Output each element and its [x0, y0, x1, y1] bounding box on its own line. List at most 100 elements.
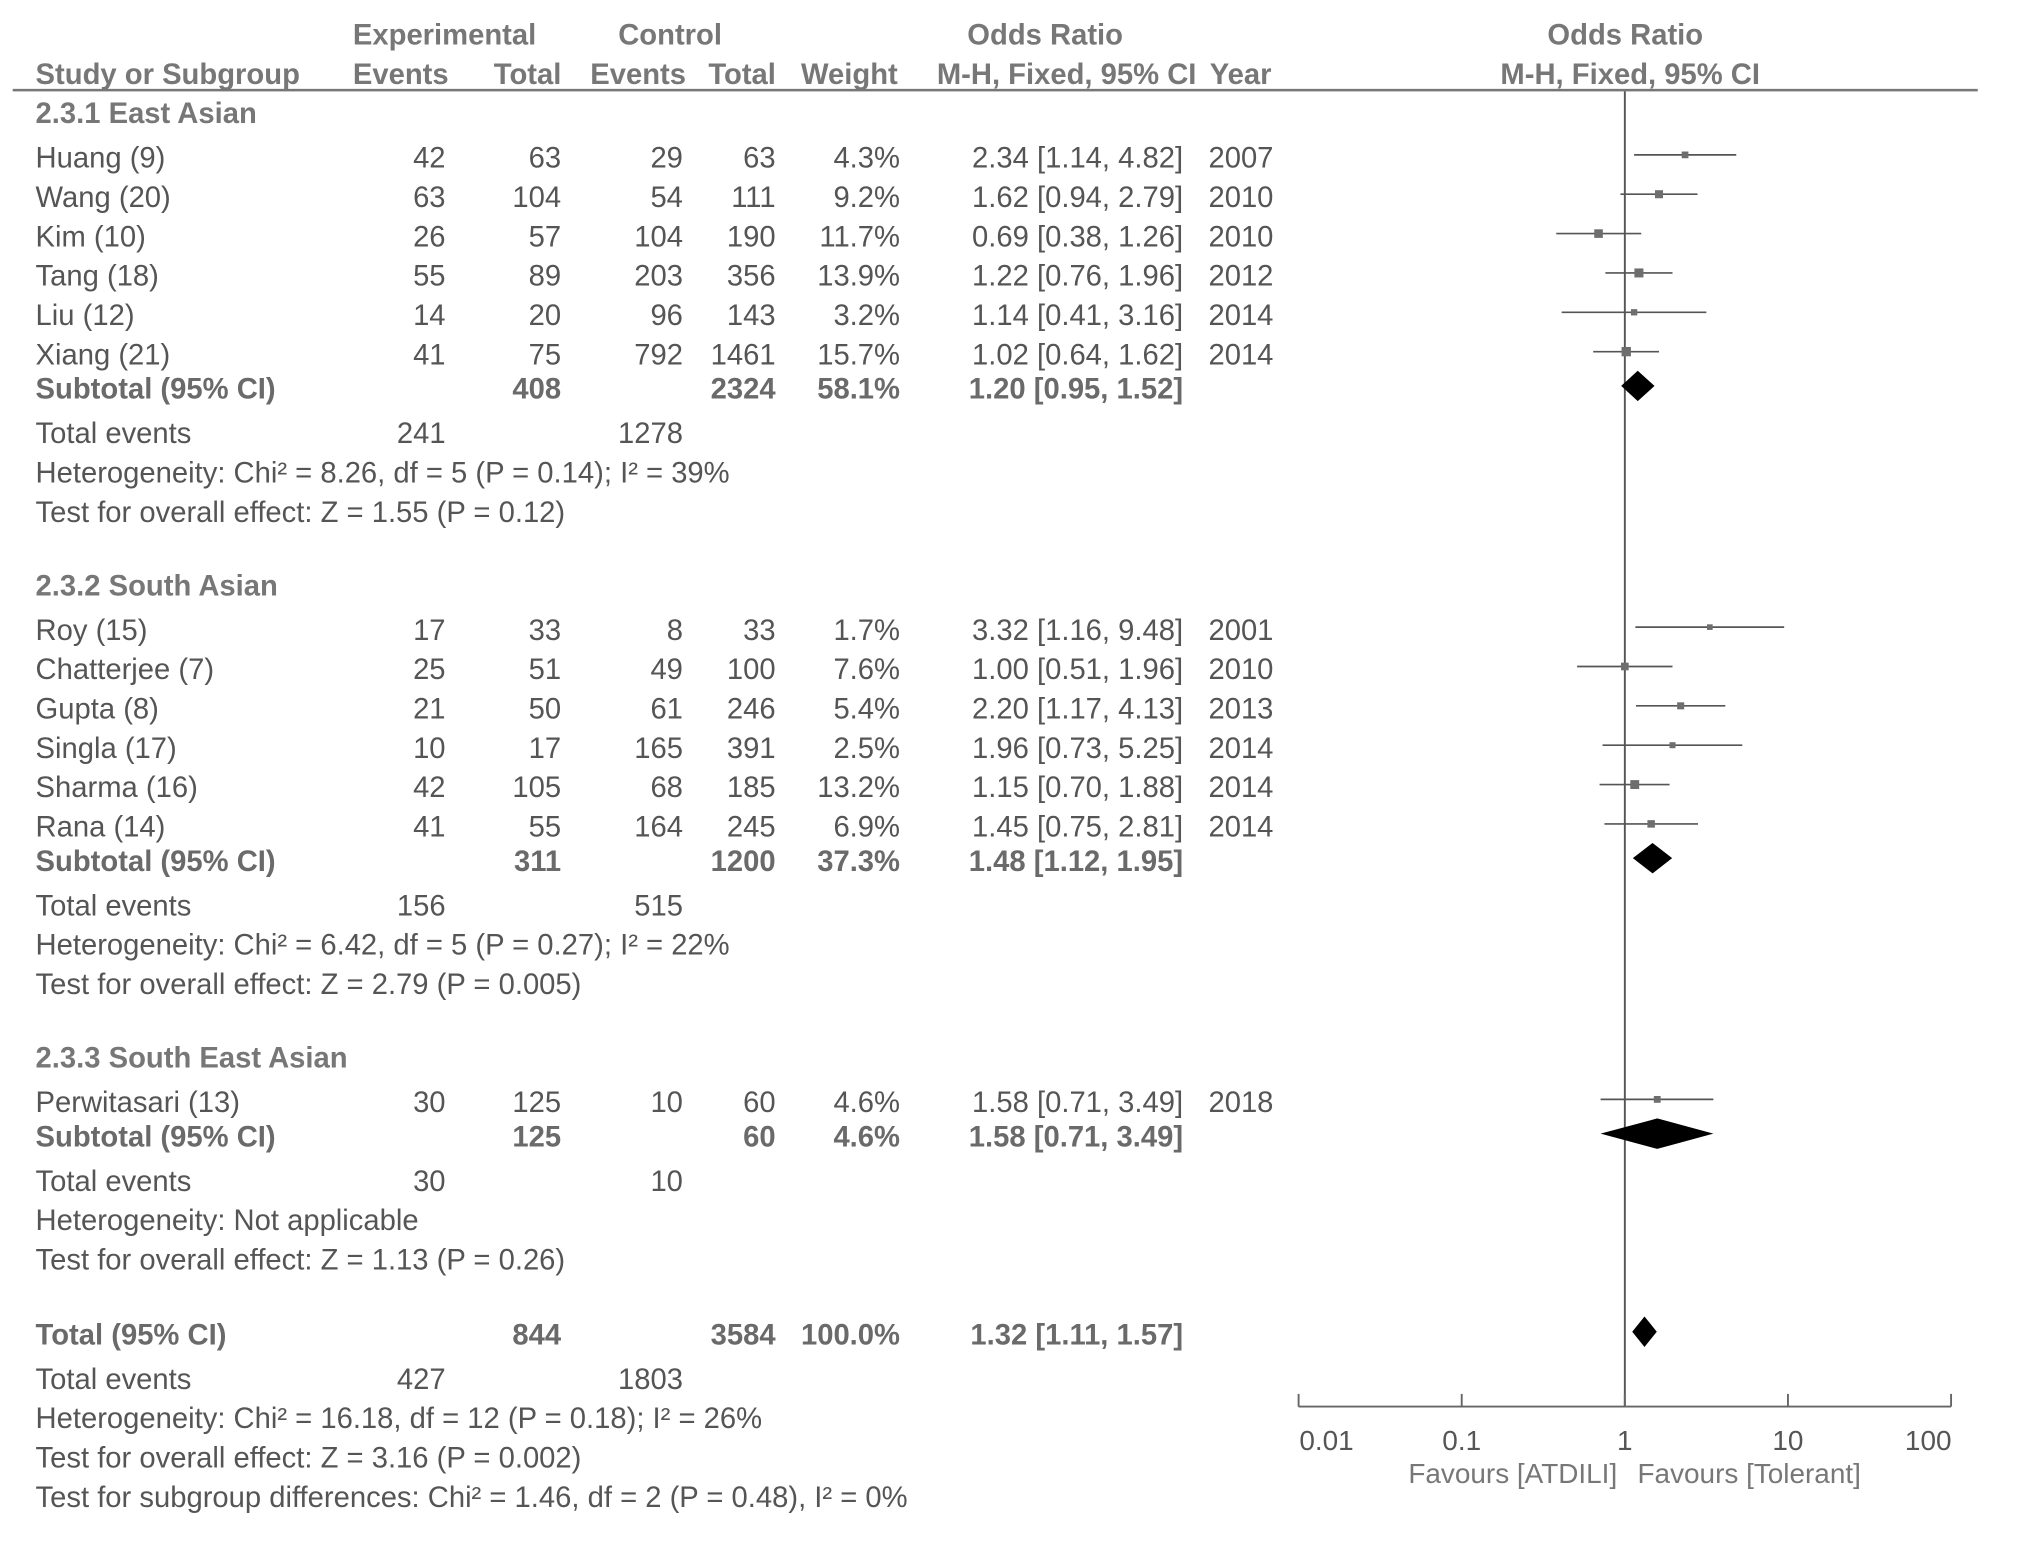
header-plot-title: Odds Ratio	[1547, 17, 1704, 51]
x-axis-tick-label: 1	[1617, 1425, 1633, 1456]
x-axis-tick-label: 0.1	[1442, 1425, 1481, 1456]
ctrl-total: 391	[726, 731, 776, 765]
exp-total: 125	[512, 1085, 562, 1119]
study-weight-square	[1654, 190, 1664, 199]
study-odds-ratio-ci: 1.15 [0.70, 1.88]	[972, 770, 1184, 804]
study-year: 2014	[1208, 770, 1274, 804]
header-or-method: M-H, Fixed, 95% CI	[936, 57, 1197, 91]
study-odds-ratio-ci: 1.45 [0.75, 2.81]	[972, 809, 1184, 843]
ctrl-total: 356	[726, 258, 776, 292]
study-name: Wang (20)	[35, 180, 171, 214]
header-control: Control	[618, 17, 722, 51]
heterogeneity-text: Heterogeneity: Chi² = 8.26, df = 5 (P = …	[35, 455, 730, 489]
exp-events: 30	[413, 1085, 446, 1119]
favours-right-label: Favours [Tolerant]	[1638, 1458, 1861, 1489]
exp-events: 17	[413, 613, 446, 647]
total-events-exp: 241	[396, 416, 446, 450]
header-weight: Weight	[800, 57, 898, 91]
subgroup-title: 2.3.1 East Asian	[35, 96, 257, 130]
total-label: Total (95% CI)	[35, 1317, 227, 1351]
overall-effect: Test for overall effect: Z = 3.16 (P = 0…	[35, 1440, 582, 1474]
study-name: Gupta (8)	[35, 691, 159, 725]
exp-total: 63	[528, 140, 562, 174]
study-odds-ratio-ci: 1.00 [0.51, 1.96]	[972, 652, 1184, 686]
study-year: 2007	[1208, 140, 1274, 174]
exp-events: 26	[413, 219, 446, 253]
overall-effect-text: Test for overall effect: Z = 1.55 (P = 0…	[35, 495, 566, 529]
ctrl-events: 68	[650, 770, 683, 804]
study-weight: 13.2%	[817, 770, 901, 804]
subtotal-weight: 4.6%	[833, 1119, 901, 1153]
subtotal-ctrl-total: 1200	[710, 844, 776, 878]
exp-events: 41	[413, 337, 446, 371]
study-year: 2010	[1208, 652, 1274, 686]
ctrl-events: 203	[634, 258, 683, 292]
study-odds-ratio-ci: 1.58 [0.71, 3.49]	[972, 1085, 1184, 1119]
ctrl-events: 10	[650, 1085, 683, 1119]
study-odds-ratio-ci: 1.22 [0.76, 1.96]	[972, 258, 1184, 292]
study-weight: 6.9%	[833, 809, 901, 843]
study-odds-ratio-ci: 3.32 [1.16, 9.48]	[972, 613, 1184, 647]
study-weight: 11.7%	[819, 219, 901, 253]
study-weight: 3.2%	[833, 298, 901, 332]
exp-events: 10	[413, 731, 446, 765]
total-events-ctrl: 515	[634, 888, 683, 922]
ctrl-events: 165	[634, 731, 683, 765]
study-weight-square	[1621, 346, 1631, 357]
exp-total: 20	[528, 298, 562, 332]
study-name: Singla (17)	[35, 731, 177, 765]
study-odds-ratio-ci: 1.96 [0.73, 5.25]	[972, 731, 1184, 765]
total-events-label: Total events	[35, 416, 192, 450]
study-odds-ratio-ci: 0.69 [0.38, 1.26]	[972, 219, 1184, 253]
subtotal-odds-ratio-ci: 1.58 [0.71, 3.49]	[968, 1119, 1184, 1153]
study-year: 2001	[1208, 613, 1274, 647]
study-year: 2014	[1208, 337, 1274, 371]
exp-events: 55	[413, 258, 446, 292]
subtotal-label: Subtotal (95% CI)	[35, 371, 276, 405]
total-events-exp: 30	[413, 1164, 446, 1198]
pooled-diamond	[1632, 1316, 1657, 1347]
total-ctrl-total: 3584	[710, 1317, 776, 1351]
total-exp-total: 844	[512, 1317, 562, 1351]
pooled-diamond	[1632, 842, 1673, 874]
subtotal-odds-ratio-ci: 1.48 [1.12, 1.95]	[968, 844, 1184, 878]
study-weight: 9.2%	[833, 180, 901, 214]
overall-heterogeneity: Heterogeneity: Chi² = 16.18, df = 12 (P …	[35, 1401, 763, 1435]
header-experimental: Experimental	[352, 17, 537, 51]
favours-left-label: Favours [ATDILI]	[1408, 1458, 1617, 1489]
study-year: 2010	[1208, 180, 1274, 214]
exp-total: 33	[528, 613, 562, 647]
overall-events-ctrl: 1803	[617, 1362, 683, 1396]
exp-total: 75	[528, 337, 562, 371]
ctrl-events: 104	[634, 219, 683, 253]
pooled-diamond	[1621, 370, 1655, 402]
x-axis-tick-label: 0.01	[1299, 1425, 1353, 1456]
exp-events: 42	[413, 140, 446, 174]
study-weight: 1.7%	[833, 613, 901, 647]
exp-total: 50	[528, 691, 562, 725]
overall-effect-text: Test for overall effect: Z = 1.13 (P = 0…	[35, 1242, 566, 1276]
overall-events-exp: 427	[396, 1362, 446, 1396]
ctrl-total: 111	[731, 180, 776, 214]
subtotal-exp-total: 311	[513, 844, 562, 878]
subgroup-differences: Test for subgroup differences: Chi² = 1.…	[35, 1480, 908, 1514]
subtotal-label: Subtotal (95% CI)	[35, 844, 276, 878]
study-weight-square	[1634, 268, 1644, 278]
study-odds-ratio-ci: 1.02 [0.64, 1.62]	[972, 337, 1184, 371]
study-name: Chatterjee (7)	[35, 652, 215, 686]
exp-total: 51	[528, 652, 562, 686]
pooled-diamond	[1600, 1118, 1714, 1149]
study-year: 2014	[1208, 731, 1274, 765]
study-odds-ratio-ci: 1.14 [0.41, 3.16]	[972, 298, 1184, 332]
ctrl-events: 54	[650, 180, 683, 214]
study-odds-ratio-ci: 1.62 [0.94, 2.79]	[972, 180, 1184, 214]
study-year: 2013	[1208, 691, 1274, 725]
subgroup-title: 2.3.2 South Asian	[35, 568, 278, 602]
exp-events: 25	[413, 652, 446, 686]
study-name: Tang (18)	[35, 258, 159, 292]
exp-total: 104	[512, 180, 562, 214]
study-name: Xiang (21)	[35, 337, 171, 371]
subtotal-odds-ratio-ci: 1.20 [0.95, 1.52]	[968, 371, 1184, 405]
ctrl-total: 1461	[710, 337, 776, 371]
